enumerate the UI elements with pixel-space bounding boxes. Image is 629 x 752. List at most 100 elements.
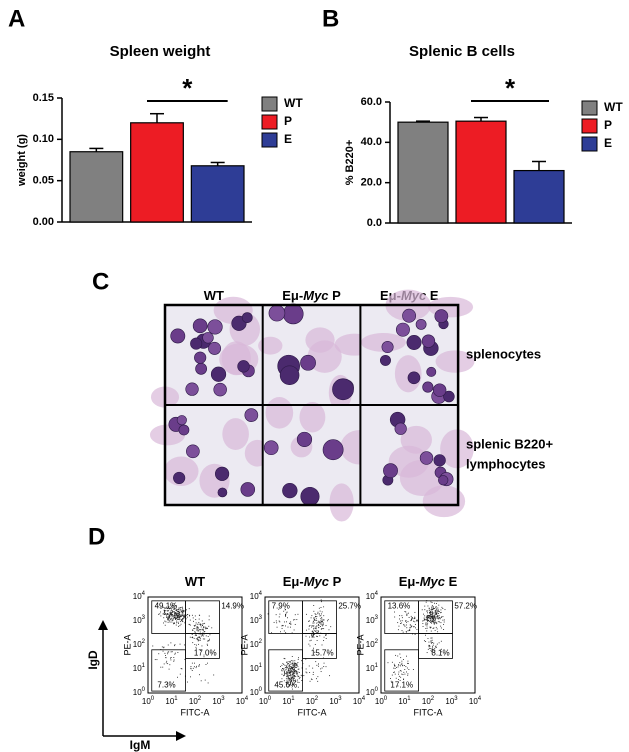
event-dot — [295, 681, 296, 683]
event-dot — [399, 618, 400, 620]
event-dot — [166, 610, 168, 612]
event-dot — [188, 608, 190, 610]
event-dot — [169, 613, 171, 615]
event-dot — [184, 658, 186, 660]
event-dot — [292, 674, 294, 676]
event-dot — [401, 617, 403, 619]
event-dot — [431, 615, 433, 617]
event-dot — [431, 621, 433, 622]
event-dot — [166, 613, 168, 615]
event-dot — [180, 607, 182, 608]
event-dot — [176, 609, 178, 611]
event-dot — [168, 614, 170, 616]
event-dot — [434, 622, 436, 624]
event-dot — [431, 605, 433, 607]
event-dot — [406, 613, 408, 615]
event-dot — [275, 620, 277, 622]
tick-base: 10 — [133, 616, 142, 625]
event-dot — [165, 662, 167, 664]
event-dot — [430, 611, 431, 613]
event-dot — [443, 623, 445, 625]
event-dot — [202, 624, 204, 626]
event-dot — [313, 619, 315, 621]
event-dot — [429, 611, 431, 613]
event-dot — [293, 679, 294, 681]
event-dot — [285, 668, 287, 670]
event-dot — [289, 626, 291, 628]
event-dot — [404, 673, 406, 675]
event-dot — [178, 613, 180, 614]
cell — [415, 318, 427, 330]
y-tick-label: 101 — [366, 663, 379, 674]
event-dot — [294, 676, 296, 678]
event-dot — [198, 614, 200, 616]
event-dot — [317, 621, 319, 623]
event-dot — [434, 617, 435, 619]
event-dot — [421, 609, 423, 611]
event-dot — [323, 622, 324, 624]
event-dot — [440, 611, 442, 613]
event-dot — [429, 618, 431, 620]
event-dot — [285, 666, 287, 668]
event-dot — [286, 680, 288, 682]
event-dot — [434, 616, 436, 618]
event-dot — [176, 609, 178, 611]
event-dot — [167, 613, 169, 614]
event-dot — [167, 613, 169, 615]
event-dot — [406, 615, 408, 616]
event-dot — [196, 623, 198, 625]
event-dot — [432, 622, 434, 624]
event-dot — [314, 618, 316, 620]
event-dot — [291, 632, 293, 634]
event-dot — [291, 677, 292, 679]
event-dot — [177, 618, 179, 620]
event-dot — [195, 646, 197, 648]
event-dot — [181, 620, 183, 622]
event-dot — [411, 618, 413, 620]
event-dot — [285, 666, 287, 668]
event-dot — [164, 652, 166, 654]
event-dot — [425, 616, 427, 618]
event-dot — [408, 612, 409, 614]
event-dot — [174, 615, 176, 617]
event-dot — [433, 627, 435, 629]
event-dot — [191, 662, 193, 664]
event-dot — [411, 626, 413, 627]
event-dot — [426, 616, 428, 618]
event-dot — [281, 627, 283, 629]
event-dot — [174, 652, 176, 654]
event-dot — [314, 626, 316, 628]
event-dot — [295, 672, 297, 674]
event-dot — [293, 664, 295, 666]
event-dot — [438, 615, 440, 617]
x-tick-label: 102 — [189, 696, 202, 707]
tick-base: 10 — [366, 640, 375, 649]
event-dot — [168, 651, 170, 653]
gate-percent: 17.0% — [194, 649, 217, 658]
cell — [186, 444, 200, 459]
event-dot — [287, 669, 289, 671]
event-dot — [432, 612, 434, 614]
event-dot — [291, 670, 293, 672]
event-dot — [171, 615, 173, 617]
event-dot — [316, 640, 318, 641]
bar — [513, 169, 565, 224]
event-dot — [286, 686, 288, 688]
event-dot — [432, 614, 434, 616]
event-dot — [440, 622, 442, 624]
event-dot — [400, 663, 402, 665]
x-tick-label: 100 — [259, 696, 272, 707]
event-dot — [437, 610, 439, 612]
event-dot — [164, 611, 166, 613]
event-dot — [431, 622, 432, 624]
event-dot — [179, 610, 181, 612]
tick-exponent: 1 — [291, 696, 295, 702]
event-dot — [154, 659, 156, 661]
event-dot — [306, 672, 308, 674]
event-dot — [160, 611, 162, 613]
event-dot — [194, 631, 196, 633]
event-dot — [276, 622, 278, 624]
gate — [384, 649, 420, 692]
event-dot — [433, 642, 435, 644]
tick-base: 10 — [250, 664, 259, 673]
